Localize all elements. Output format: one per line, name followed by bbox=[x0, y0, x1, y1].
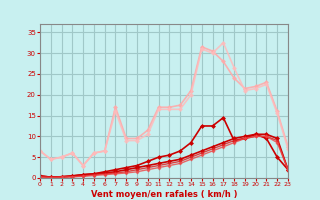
X-axis label: Vent moyen/en rafales ( km/h ): Vent moyen/en rafales ( km/h ) bbox=[91, 190, 237, 199]
